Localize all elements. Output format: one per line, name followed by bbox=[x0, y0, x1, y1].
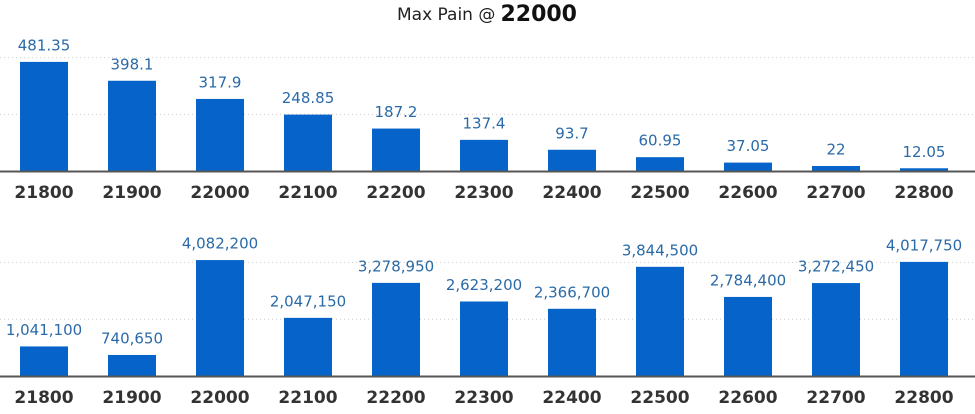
x-tick-label: 21900 bbox=[102, 388, 161, 408]
x-tick-label: 22600 bbox=[718, 183, 777, 203]
bar bbox=[636, 266, 684, 376]
bar bbox=[284, 317, 332, 376]
x-tick-label: 22400 bbox=[542, 388, 601, 408]
bar bbox=[284, 114, 332, 171]
x-tick-label: 22700 bbox=[806, 183, 865, 203]
value-label: 93.7 bbox=[555, 124, 588, 142]
value-label: 2,047,150 bbox=[270, 292, 346, 310]
x-tick-label: 22500 bbox=[630, 183, 689, 203]
value-label: 740,650 bbox=[101, 329, 163, 347]
x-tick-label: 21800 bbox=[14, 388, 73, 408]
value-label: 12.05 bbox=[903, 143, 946, 161]
bar bbox=[460, 139, 508, 171]
x-tick-label: 22200 bbox=[366, 388, 425, 408]
title-strike: 22000 bbox=[500, 2, 577, 27]
x-tick-label: 22800 bbox=[894, 183, 953, 203]
bar bbox=[108, 80, 156, 171]
value-label: 3,272,450 bbox=[798, 258, 874, 276]
value-label: 4,017,750 bbox=[886, 236, 962, 254]
bar bbox=[372, 128, 420, 171]
value-label: 4,082,200 bbox=[182, 235, 258, 253]
value-label: 2,784,400 bbox=[710, 271, 786, 289]
bar bbox=[20, 346, 68, 376]
bar bbox=[196, 98, 244, 171]
bar bbox=[900, 168, 948, 171]
x-tick-label: 22300 bbox=[454, 388, 513, 408]
value-label: 481.35 bbox=[18, 36, 71, 54]
value-label: 2,366,700 bbox=[534, 283, 610, 301]
value-label: 137.4 bbox=[463, 114, 506, 132]
x-tick-label: 22500 bbox=[630, 388, 689, 408]
bar bbox=[812, 166, 860, 171]
bar bbox=[460, 301, 508, 376]
value-label: 1,041,100 bbox=[6, 321, 82, 339]
x-tick-label: 21800 bbox=[14, 183, 73, 203]
value-label: 60.95 bbox=[639, 132, 682, 150]
bar bbox=[900, 261, 948, 376]
x-tick-label: 21900 bbox=[102, 183, 161, 203]
x-tick-label: 22000 bbox=[190, 388, 249, 408]
bar bbox=[196, 260, 244, 376]
value-label: 248.85 bbox=[282, 89, 335, 107]
value-label: 398.1 bbox=[111, 55, 154, 73]
bar bbox=[108, 354, 156, 376]
bar bbox=[812, 283, 860, 376]
bar bbox=[548, 308, 596, 376]
x-tick-label: 22600 bbox=[718, 388, 777, 408]
value-label: 3,844,500 bbox=[622, 241, 698, 259]
x-tick-label: 22100 bbox=[278, 388, 337, 408]
bar bbox=[20, 61, 68, 172]
title-prefix: Max Pain @ bbox=[397, 5, 495, 25]
x-tick-label: 22700 bbox=[806, 388, 865, 408]
value-label: 317.9 bbox=[199, 73, 242, 91]
x-tick-label: 22100 bbox=[278, 183, 337, 203]
x-tick-label: 22300 bbox=[454, 183, 513, 203]
value-label: 187.2 bbox=[375, 103, 418, 121]
bar bbox=[372, 282, 420, 376]
x-tick-label: 22200 bbox=[366, 183, 425, 203]
x-tick-label: 22800 bbox=[894, 388, 953, 408]
value-label: 22 bbox=[826, 141, 845, 159]
bar bbox=[636, 157, 684, 171]
bar bbox=[724, 162, 772, 171]
x-tick-label: 22000 bbox=[190, 183, 249, 203]
value-label: 3,278,950 bbox=[358, 257, 434, 275]
bar bbox=[548, 149, 596, 171]
bar bbox=[724, 296, 772, 376]
chart-title: Max Pain @ 22000 bbox=[397, 2, 577, 27]
x-tick-label: 22400 bbox=[542, 183, 601, 203]
value-label: 37.05 bbox=[727, 137, 770, 155]
value-label: 2,623,200 bbox=[446, 276, 522, 294]
